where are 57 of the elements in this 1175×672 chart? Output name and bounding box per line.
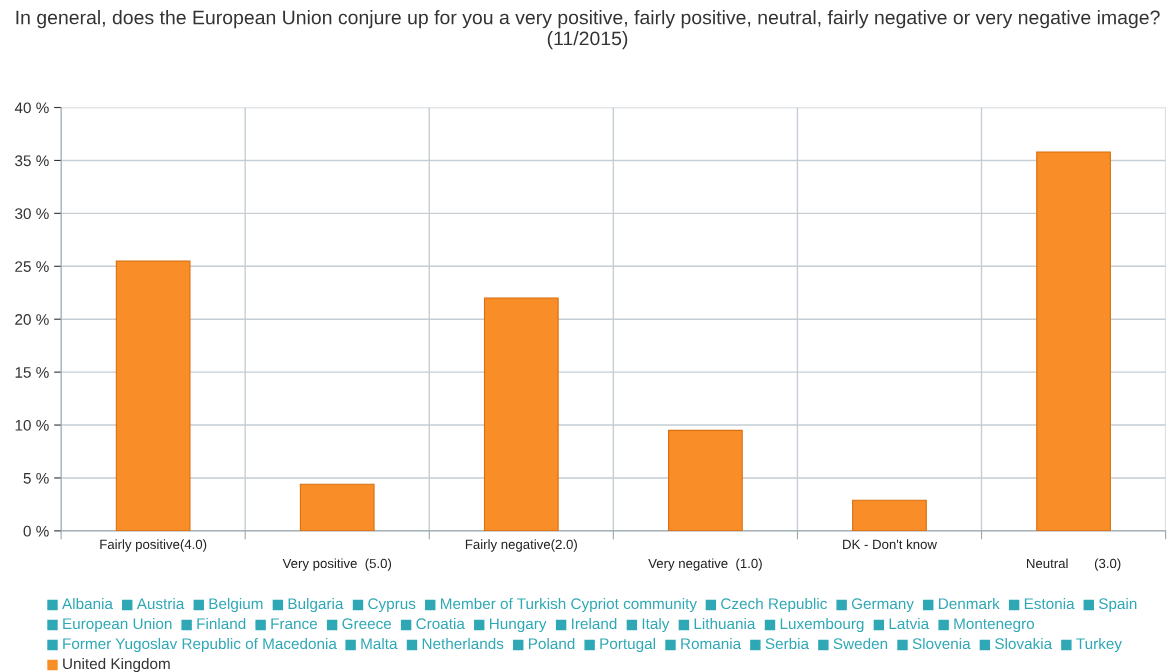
legend-label: Italy bbox=[642, 617, 670, 633]
legend-label: Member of Turkish Cypriot community bbox=[441, 597, 697, 613]
legend-label: Former Yugoslav Republic of Macedonia bbox=[63, 637, 337, 653]
legend-label: Poland bbox=[529, 637, 575, 650]
bar bbox=[299, 483, 375, 531]
legend-label: Denmark bbox=[939, 597, 1000, 610]
legend-label: France bbox=[271, 618, 317, 630]
y-tick-label: 40 % bbox=[14, 102, 49, 114]
legend-label: Slovenia bbox=[912, 637, 971, 650]
legend-label: Slovakia bbox=[995, 637, 1053, 650]
legend-label: Ireland bbox=[572, 617, 617, 630]
y-tick-label: 30 % bbox=[15, 208, 49, 220]
y-tick-label: 10 % bbox=[15, 419, 49, 431]
legend-label: Lithuania bbox=[694, 617, 756, 630]
bar bbox=[852, 499, 927, 531]
bar bbox=[483, 297, 559, 531]
legend-label: Romania bbox=[681, 637, 742, 650]
legend-label: European Union bbox=[63, 617, 172, 633]
legend-label: Croatia bbox=[416, 617, 465, 630]
y-tick-label: 20 % bbox=[15, 314, 49, 325]
y-tick-label: 35 % bbox=[15, 155, 49, 167]
chart-title: In general, does the European Union conjure up for you a very positive, fairly positive, neutral, fairly negative or very negative image? (11/2015) bbox=[16, 10, 1160, 50]
legend-label: United Kingdom bbox=[63, 657, 170, 672]
legend-label: Netherlands bbox=[422, 637, 504, 650]
legend-label: Portugal bbox=[600, 637, 656, 653]
legend-label: Finland bbox=[197, 617, 246, 630]
x-tick-label: Fairly positive(4.0) bbox=[100, 539, 207, 552]
legend-label: Greece bbox=[342, 618, 392, 630]
y-tick-label: 0 % bbox=[23, 525, 49, 537]
legend-label: Belgium bbox=[209, 597, 263, 613]
legend-label: Albania bbox=[62, 597, 113, 610]
legend-label: Sweden bbox=[833, 637, 888, 650]
legend-label: Austria bbox=[136, 597, 185, 610]
legend-label: Montenegro bbox=[954, 618, 1035, 633]
legend-label: Luxembourg bbox=[780, 617, 864, 633]
x-tick-label: Very positive (5.0) bbox=[282, 558, 392, 571]
bar bbox=[1036, 151, 1111, 531]
bar bbox=[668, 429, 743, 531]
legend-label: Bulgaria bbox=[288, 597, 344, 613]
legend-label: Latvia bbox=[889, 617, 930, 630]
legend-label: Germany bbox=[851, 598, 914, 613]
y-tick-label: 25 % bbox=[15, 261, 49, 272]
y-tick-label: 5 % bbox=[23, 472, 49, 484]
x-tick-label: Very negative (1.0) bbox=[648, 558, 762, 571]
legend-label: Hungary bbox=[490, 618, 547, 633]
legend-label: Spain bbox=[1098, 597, 1137, 613]
legend-label: Malta bbox=[361, 637, 398, 650]
legend-label: Estonia bbox=[1024, 597, 1075, 610]
x-tick-label: Fairly negative(2.0) bbox=[465, 539, 577, 552]
bar bbox=[115, 260, 191, 531]
legend-label: Cyprus bbox=[368, 598, 416, 613]
legend-label: Turkey bbox=[1076, 637, 1122, 653]
x-tick-label: DK - Don't know bbox=[843, 539, 937, 550]
x-tick-label: Neutral (3.0) bbox=[1026, 558, 1121, 571]
legend-label: Serbia bbox=[765, 637, 810, 650]
y-tick-label: 15 % bbox=[15, 367, 49, 378]
legend-label: Czech Republic bbox=[721, 597, 827, 613]
